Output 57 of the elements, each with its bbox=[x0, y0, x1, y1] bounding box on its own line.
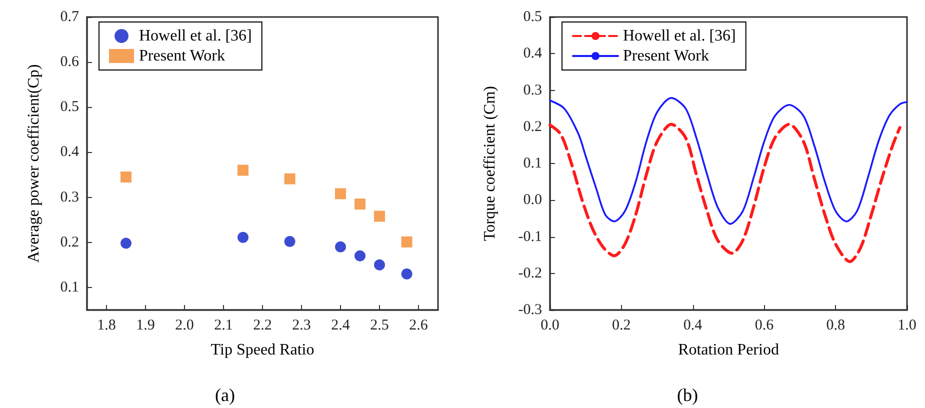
y-tick-label: 0.3 bbox=[60, 189, 79, 206]
x-tick-label: 2.6 bbox=[409, 318, 428, 334]
legend-label: Howell et al. [36] bbox=[139, 28, 252, 44]
x-tick-label: 0.6 bbox=[754, 318, 774, 334]
y-tick-label: -0.2 bbox=[518, 265, 542, 282]
point bbox=[120, 238, 132, 249]
point bbox=[238, 164, 248, 176]
point bbox=[401, 236, 412, 248]
x-tick-label: 1.0 bbox=[898, 318, 916, 334]
x-tick-label: 2.0 bbox=[175, 318, 194, 334]
x-tick-label: 0.8 bbox=[826, 318, 845, 334]
legend-label: Present Work bbox=[623, 48, 709, 64]
point bbox=[401, 268, 412, 280]
y-tick-label: 0.7 bbox=[60, 9, 80, 25]
point bbox=[120, 172, 132, 183]
x-axis-title: Tip Speed Ratio bbox=[210, 342, 314, 358]
x-tick-label: 0.0 bbox=[540, 318, 560, 334]
x-axis-title: Rotation Period bbox=[678, 342, 779, 358]
x-tick-label: 2.1 bbox=[214, 318, 233, 334]
point bbox=[284, 236, 296, 247]
y-tick-label: -0.3 bbox=[518, 302, 542, 318]
x-tick-label: 0.2 bbox=[612, 318, 631, 334]
y-tick-label: -0.1 bbox=[518, 228, 542, 245]
point bbox=[354, 198, 366, 210]
legend-label: Present Work bbox=[139, 48, 225, 64]
point bbox=[374, 259, 385, 270]
y-tick-label: 0.6 bbox=[60, 54, 80, 70]
y-tick-label: 0.4 bbox=[60, 144, 80, 160]
y-tick-label: 0.2 bbox=[523, 118, 542, 135]
y-tick-label: 0.0 bbox=[523, 192, 542, 208]
x-tick-label: 0.4 bbox=[683, 318, 703, 334]
x-tick-label: 2.4 bbox=[331, 318, 350, 334]
point bbox=[335, 241, 346, 252]
y-tick-label: 0.1 bbox=[60, 279, 79, 296]
y-tick-label: 0.4 bbox=[523, 46, 542, 62]
legend-label: Howell et al. [36] bbox=[623, 28, 736, 44]
x-tick-label: 2.5 bbox=[370, 318, 389, 334]
y-axis-title: Torque coefficient (Cm) bbox=[482, 86, 498, 241]
y-tick-label: 0.5 bbox=[523, 9, 542, 25]
line-series bbox=[549, 97, 908, 225]
y-tick-label: 0.2 bbox=[60, 234, 79, 250]
point bbox=[335, 188, 346, 200]
line-series bbox=[548, 122, 902, 264]
text: (b) bbox=[677, 385, 698, 405]
x-tick-label: 1.8 bbox=[97, 318, 116, 334]
text: (a) bbox=[215, 385, 235, 405]
x-tick-label: 2.2 bbox=[253, 318, 272, 334]
y-tick-label: 0.1 bbox=[523, 156, 542, 172]
point bbox=[354, 250, 366, 262]
point bbox=[374, 210, 385, 222]
point bbox=[238, 232, 248, 243]
y-axis-title: Average power coefficient(Cp) bbox=[26, 64, 42, 263]
point bbox=[284, 173, 296, 184]
x-tick-label: 1.9 bbox=[136, 318, 155, 334]
x-tick-label: 2.3 bbox=[292, 318, 311, 334]
y-tick-label: 0.5 bbox=[60, 99, 79, 116]
y-tick-label: 0.3 bbox=[523, 82, 542, 98]
